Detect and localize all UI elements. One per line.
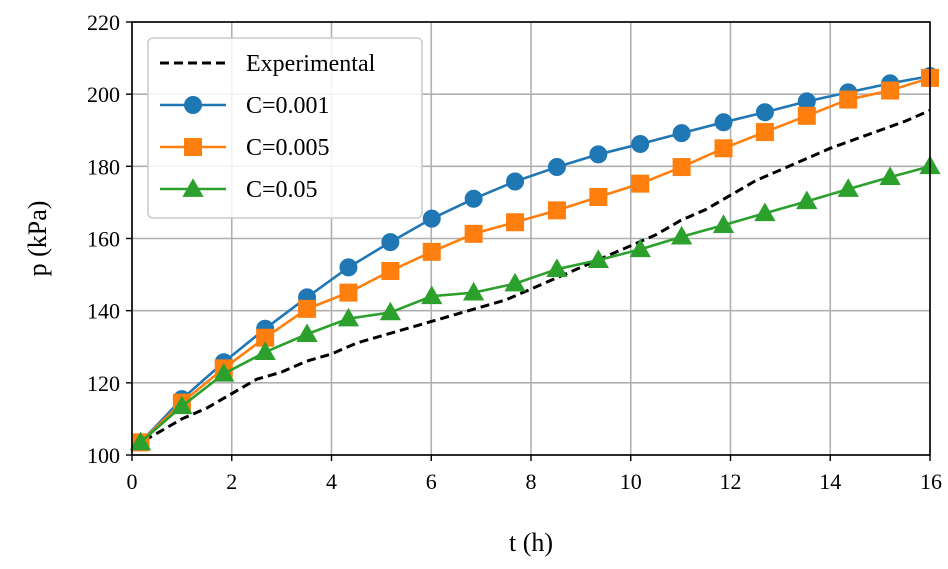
legend-label: C=0.001 <box>246 93 330 119</box>
data-point <box>421 285 443 305</box>
x-tick-label: 14 <box>819 469 841 494</box>
data-point <box>796 190 818 210</box>
data-point <box>879 166 901 185</box>
data-point <box>589 145 608 164</box>
y-tick-label: 220 <box>87 10 120 35</box>
data-point <box>298 299 317 318</box>
legend-item: C=0.005 <box>160 135 330 161</box>
y-tick-label: 200 <box>87 82 120 107</box>
data-point <box>672 124 691 143</box>
x-tick-label: 16 <box>920 469 942 494</box>
data-point <box>547 201 566 220</box>
data-point <box>881 81 900 100</box>
data-point <box>712 214 735 233</box>
data-point <box>337 307 360 327</box>
data-point <box>182 178 204 197</box>
legend-label: C=0.05 <box>246 177 318 203</box>
x-tick-label: 10 <box>620 469 642 494</box>
data-point <box>213 363 235 382</box>
data-point <box>670 225 693 245</box>
data-point <box>171 395 193 415</box>
data-point <box>506 213 525 232</box>
x-tick-label: 0 <box>127 469 138 494</box>
data-point <box>714 139 733 158</box>
data-point <box>754 202 776 222</box>
legend-label: C=0.005 <box>246 135 330 161</box>
data-point <box>254 341 276 360</box>
data-point <box>755 123 774 142</box>
legend-item: Experimental <box>160 51 376 77</box>
series-c-0-05 <box>129 155 941 451</box>
x-axis-label: t (h) <box>509 528 553 557</box>
data-point <box>631 174 650 193</box>
data-point <box>672 158 691 177</box>
x-tick-label: 12 <box>720 469 742 494</box>
legend: Experimental C=0.001 C=0.005 C=0.05 <box>147 37 423 219</box>
data-point <box>587 249 609 268</box>
data-point <box>629 238 651 258</box>
data-point <box>504 272 526 292</box>
data-point <box>547 158 566 177</box>
data-point <box>381 233 400 252</box>
y-axis-label: p (kPa) <box>23 201 52 277</box>
legend-box <box>147 37 423 219</box>
y-tick-label: 160 <box>87 227 120 252</box>
data-point <box>464 189 483 208</box>
data-point <box>296 323 318 342</box>
data-point <box>379 301 401 321</box>
x-tick-label: 6 <box>426 469 437 494</box>
data-point <box>837 178 859 197</box>
data-point <box>184 96 202 114</box>
data-point <box>463 281 485 301</box>
data-point <box>714 113 733 132</box>
legend-label: Experimental <box>246 51 376 77</box>
y-tick-label: 140 <box>87 299 120 324</box>
data-point <box>464 224 483 243</box>
data-point <box>755 103 774 122</box>
data-point <box>589 188 608 207</box>
data-point <box>339 283 358 302</box>
y-tick-label: 120 <box>87 371 120 396</box>
data-point <box>797 106 816 125</box>
y-tick-label: 100 <box>87 443 120 468</box>
data-point <box>506 172 525 191</box>
data-point <box>339 258 358 277</box>
data-point <box>546 258 568 278</box>
axis-ticks: 0 2 4 6 8 10 12 14 16 100 120 140 160 180 200 220 <box>87 10 942 494</box>
x-tick-label: 8 <box>526 469 537 494</box>
legend-item: C=0.05 <box>160 177 318 203</box>
data-point <box>422 242 441 261</box>
data-point <box>422 209 441 228</box>
x-tick-label: 4 <box>326 469 337 494</box>
y-tick-label: 180 <box>87 154 120 179</box>
data-point <box>184 138 202 156</box>
x-tick-label: 2 <box>226 469 237 494</box>
data-point <box>381 261 400 280</box>
data-point <box>631 134 650 153</box>
data-point <box>839 90 858 109</box>
legend-item: C=0.001 <box>160 93 330 119</box>
data-point <box>129 431 152 451</box>
